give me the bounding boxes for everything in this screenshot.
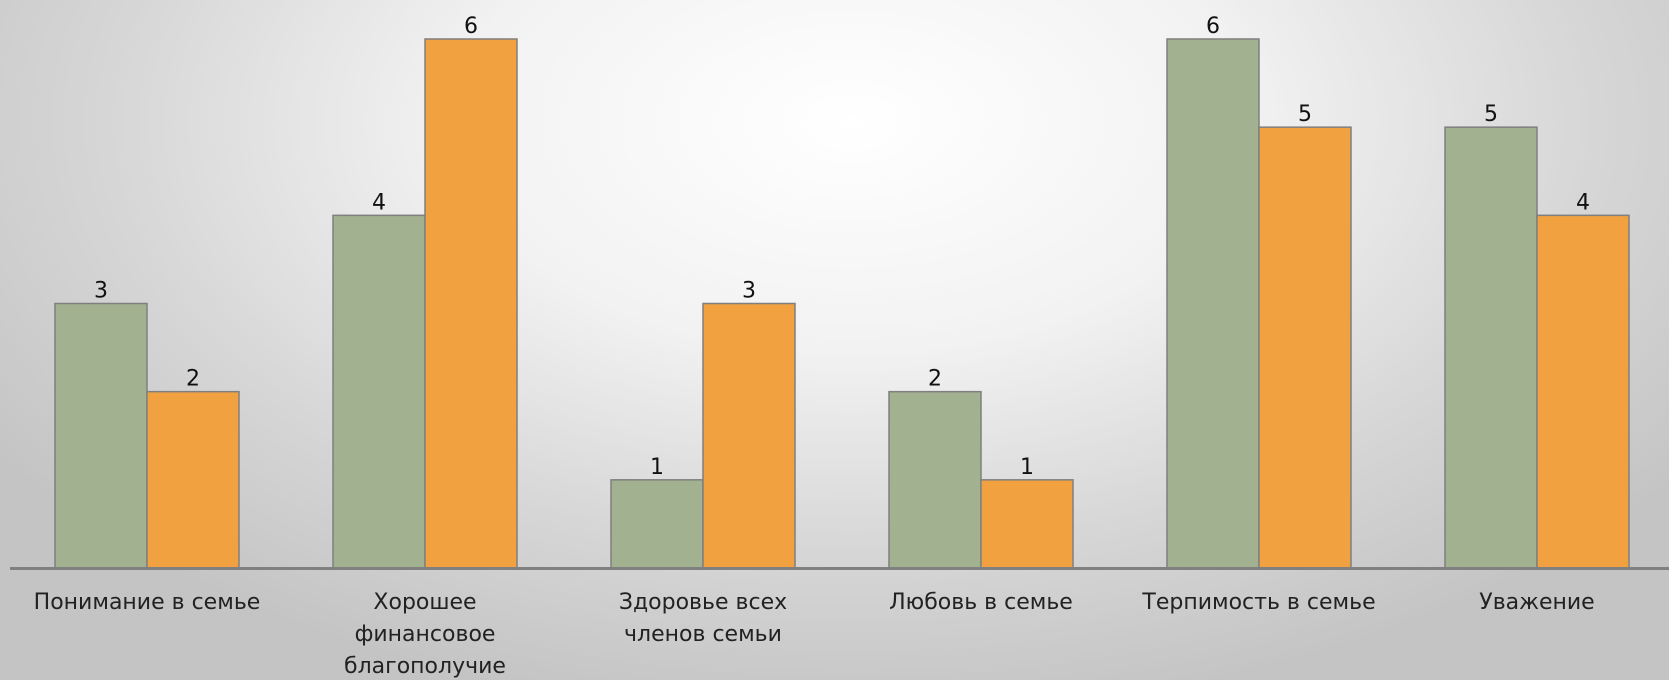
category-label: Терпимость в семье bbox=[1141, 590, 1375, 615]
category-label: членов семьи bbox=[624, 622, 782, 647]
bar-series-1 bbox=[332, 214, 426, 569]
category-label: благополучие bbox=[344, 654, 506, 679]
data-label: 5 bbox=[1298, 102, 1312, 127]
data-label: 4 bbox=[372, 190, 386, 215]
bar-series-2 bbox=[146, 390, 240, 569]
bar-series-2 bbox=[702, 302, 796, 569]
category-label: Уважение bbox=[1479, 590, 1594, 615]
data-label: 2 bbox=[186, 367, 200, 392]
category-label: Хорошее bbox=[373, 590, 476, 615]
category-label: финансовое bbox=[355, 622, 496, 647]
bar-series-2 bbox=[980, 479, 1074, 569]
data-label: 4 bbox=[1576, 190, 1590, 215]
bar-series-1 bbox=[1166, 38, 1260, 569]
bar-series-2 bbox=[1536, 214, 1630, 569]
bar-series-1 bbox=[1444, 126, 1538, 569]
data-label: 3 bbox=[742, 279, 756, 304]
bar-series-1 bbox=[54, 302, 148, 569]
data-label: 3 bbox=[94, 279, 108, 304]
data-label: 6 bbox=[464, 14, 478, 39]
category-label: Здоровье всех bbox=[619, 590, 787, 615]
category-label: Любовь в семье bbox=[889, 590, 1073, 615]
bar-series-1 bbox=[888, 390, 982, 569]
data-label: 2 bbox=[928, 367, 942, 392]
data-label: 5 bbox=[1484, 102, 1498, 127]
data-label: 6 bbox=[1206, 14, 1220, 39]
data-label: 1 bbox=[1020, 455, 1034, 480]
category-label: Понимание в семье bbox=[34, 590, 261, 615]
bar-series-2 bbox=[1258, 126, 1352, 569]
bar-series-1 bbox=[610, 479, 704, 569]
data-label: 1 bbox=[650, 455, 664, 480]
bar-series-2 bbox=[424, 38, 518, 569]
